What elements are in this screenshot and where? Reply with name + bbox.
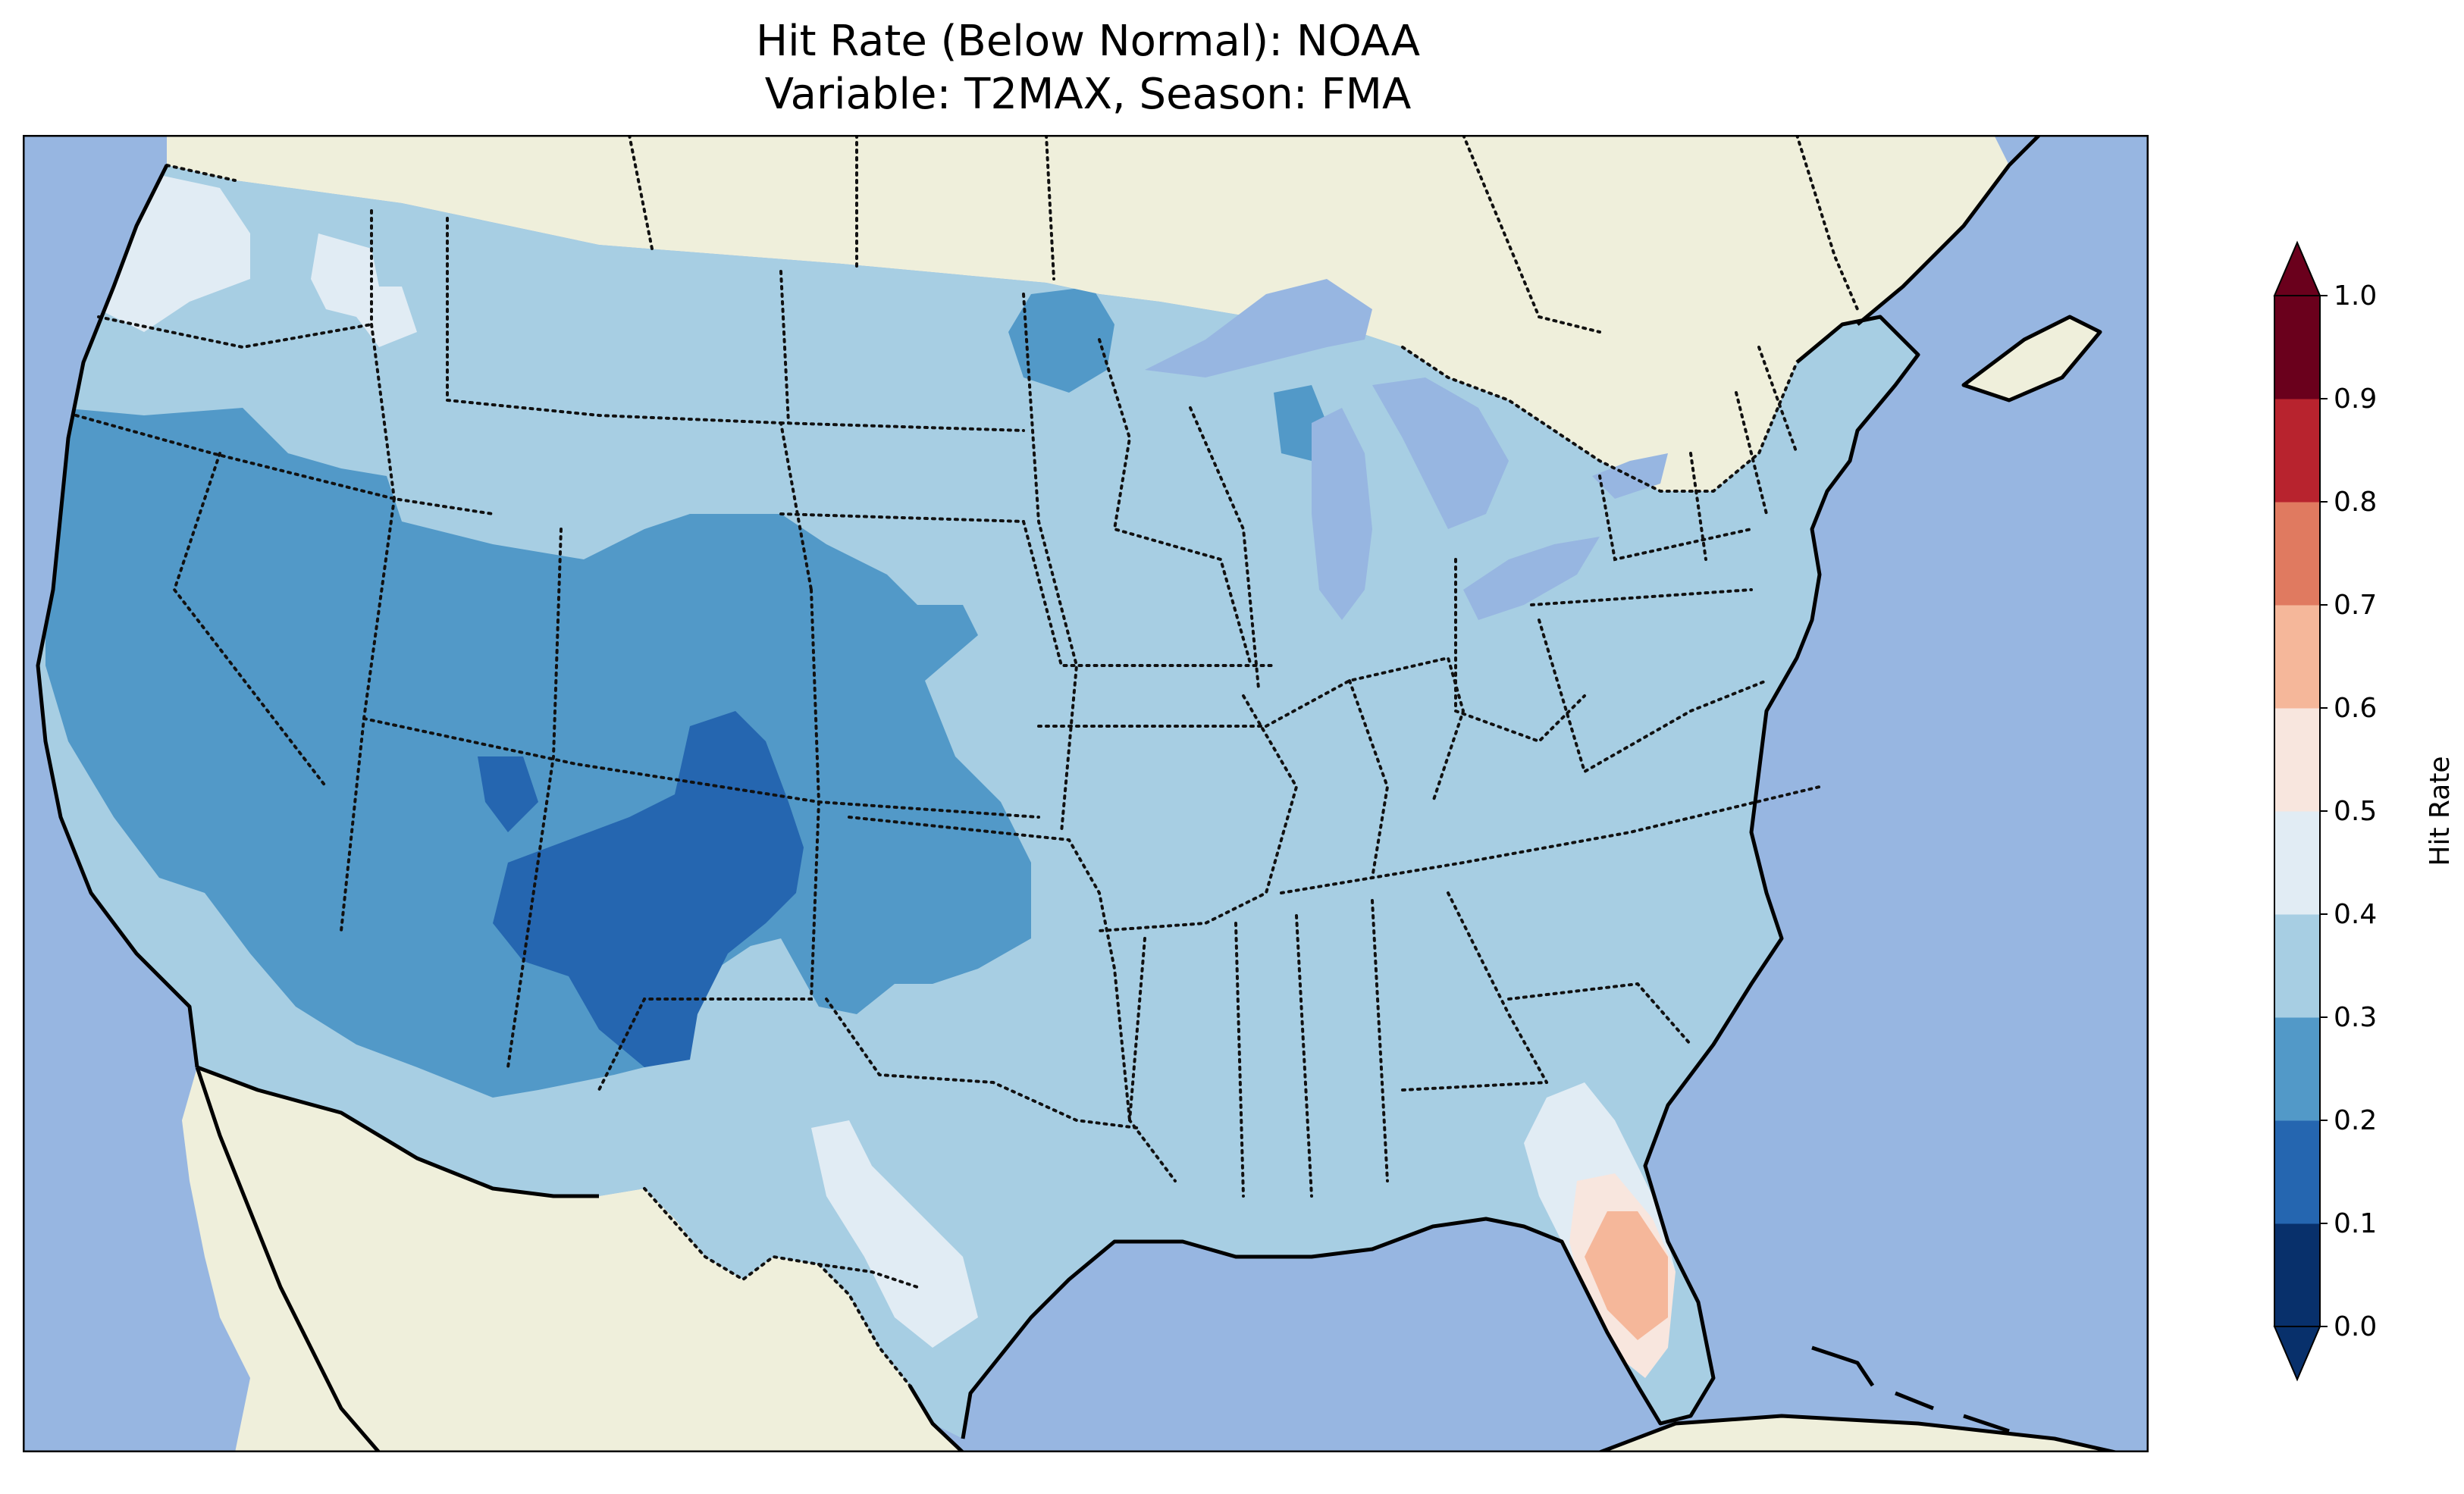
lake-ontario bbox=[1592, 453, 1668, 499]
colorbar-swatch bbox=[2274, 502, 2320, 606]
colorbar-extend-min bbox=[2273, 1326, 2321, 1382]
colorbar-extend-max bbox=[2273, 240, 2321, 296]
colorbar-swatches bbox=[2273, 240, 2321, 1382]
map-plot-area bbox=[23, 135, 2149, 1452]
map-title-line-2: Variable: T2MAX, Season: FMA bbox=[764, 70, 1412, 119]
colorbar-swatch bbox=[2274, 708, 2320, 812]
canada-land bbox=[167, 135, 2009, 491]
lake-erie bbox=[1463, 537, 1600, 620]
colorbar-tick-label: 0.1 bbox=[2334, 1208, 2377, 1239]
colorbar: 0.0 0.1 0.2 0.3 0.4 0.5 0.6 0.7 0.8 0.9 1.0 Hit Ra… bbox=[2273, 240, 2456, 1382]
coastlines bbox=[36, 135, 2116, 1452]
nova-scotia-land bbox=[1964, 317, 2100, 400]
lake-michigan bbox=[1312, 408, 1372, 620]
mexico-land bbox=[182, 1067, 963, 1452]
colorbar-label: Hit Rate bbox=[2425, 756, 2456, 866]
colorbar-tick-label: 0.7 bbox=[2334, 590, 2377, 621]
colorbar-swatch bbox=[2274, 296, 2320, 399]
map-title-line-1: Hit Rate (Below Normal): NOAA bbox=[755, 17, 1421, 66]
colorbar-tick-label: 1.0 bbox=[2334, 280, 2377, 312]
colorbar-swatch bbox=[2274, 399, 2320, 503]
colorbar-swatch bbox=[2274, 1223, 2320, 1327]
country-borders bbox=[165, 135, 1859, 1387]
lake-superior bbox=[1145, 279, 1372, 377]
colorbar-swatch bbox=[2274, 811, 2320, 915]
great-lakes bbox=[1145, 279, 1668, 620]
colorbar-tick-label: 0.4 bbox=[2334, 899, 2377, 930]
map-border bbox=[23, 135, 2149, 1452]
colorbar-tick-label: 0.9 bbox=[2334, 384, 2377, 415]
colorbar-ticks: 0.0 0.1 0.2 0.3 0.4 0.5 0.6 0.7 0.8 0.9 1.0 bbox=[2320, 280, 2377, 1342]
lake-huron bbox=[1372, 377, 1509, 529]
colorbar-swatch bbox=[2274, 914, 2320, 1018]
hit-rate-field bbox=[38, 165, 1918, 1439]
state-borders bbox=[74, 209, 1821, 1289]
colorbar-tick-label: 0.5 bbox=[2334, 796, 2377, 827]
colorbar-tick-label: 0.2 bbox=[2334, 1105, 2377, 1136]
colorbar-swatch bbox=[2274, 1017, 2320, 1121]
colorbar-tick-label: 0.3 bbox=[2334, 1002, 2377, 1033]
baja-peninsula-land bbox=[197, 1067, 417, 1452]
colorbar-tick-label: 0.0 bbox=[2334, 1311, 2377, 1342]
colorbar-tick-label: 0.6 bbox=[2334, 693, 2377, 724]
colorbar-tick-label: 0.8 bbox=[2334, 487, 2377, 518]
cuba-land bbox=[1600, 1416, 2115, 1452]
colorbar-swatch bbox=[2274, 1120, 2320, 1224]
colorbar-swatch bbox=[2274, 605, 2320, 709]
